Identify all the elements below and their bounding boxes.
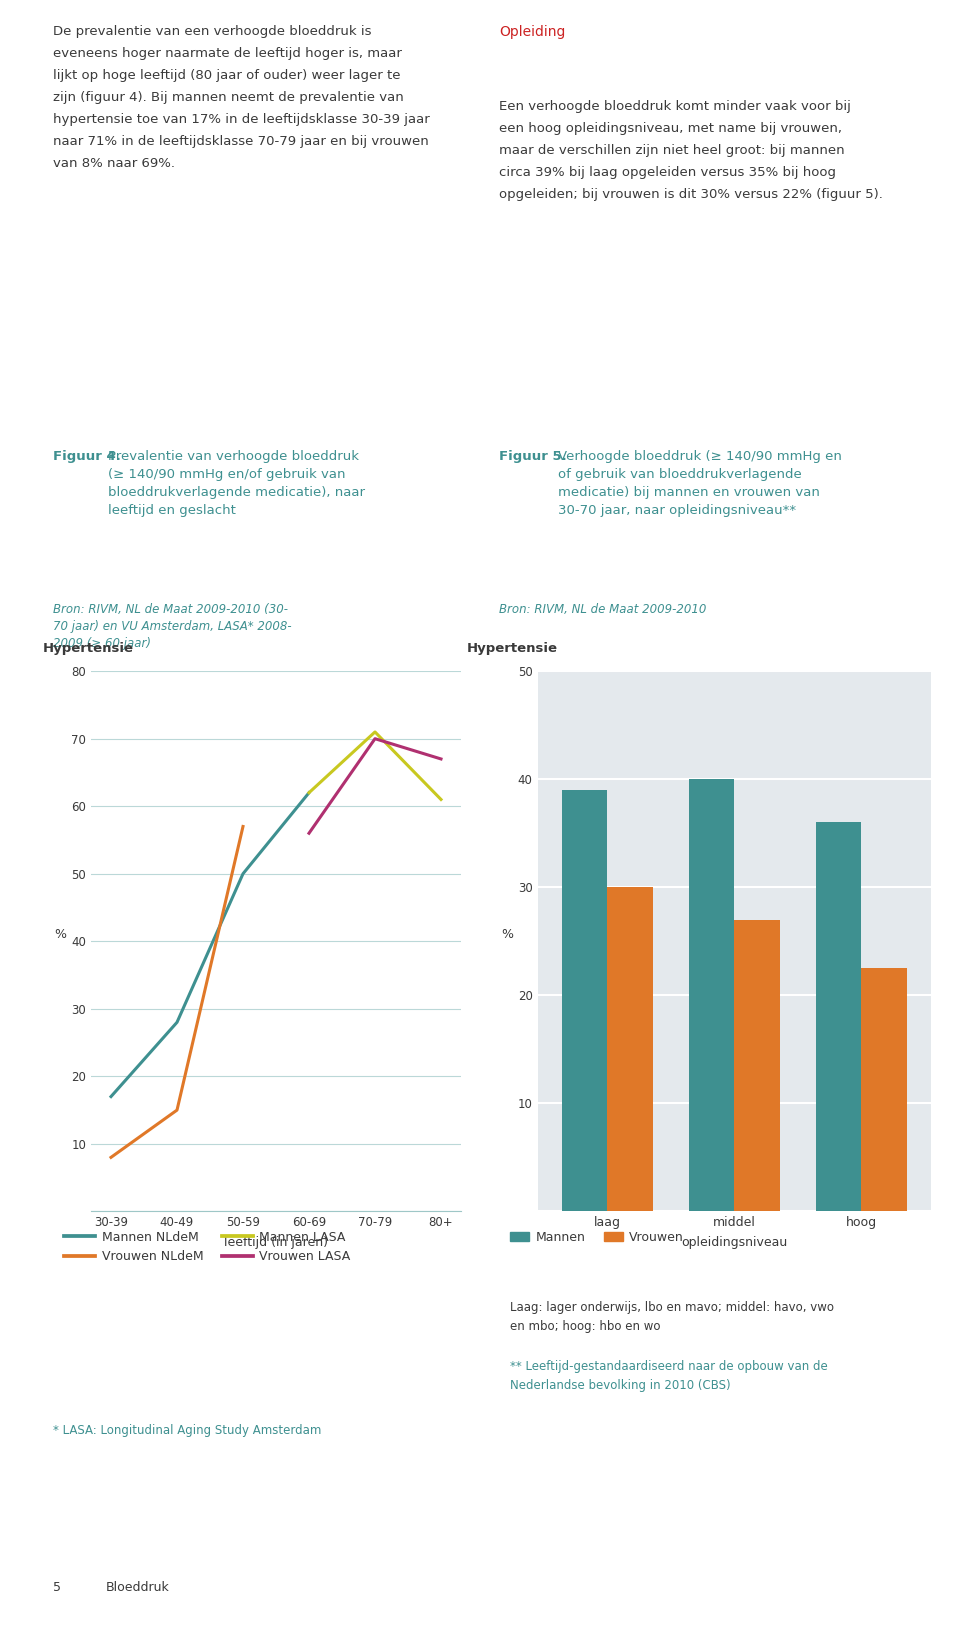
Text: De prevalentie van een verhoogde bloeddruk is
eveneens hoger naarmate de leeftij: De prevalentie van een verhoogde bloeddr… (53, 25, 429, 170)
Text: Figuur 5.: Figuur 5. (499, 450, 567, 463)
Text: Hypertensie: Hypertensie (43, 642, 134, 655)
Text: Prevalentie van verhoogde bloeddruk
(≥ 140/90 mmHg en/of gebruik van
bloeddrukve: Prevalentie van verhoogde bloeddruk (≥ 1… (108, 450, 365, 517)
Text: 5: 5 (53, 1581, 60, 1594)
Legend: Mannen NLdeM, Vrouwen NLdeM, Mannen LASA, Vrouwen LASA: Mannen NLdeM, Vrouwen NLdeM, Mannen LASA… (60, 1226, 355, 1269)
Y-axis label: %: % (501, 928, 513, 941)
Bar (608, 887, 653, 1211)
Bar (816, 822, 861, 1211)
Bar (734, 920, 780, 1211)
Text: Bron: RIVM, NL de Maat 2009-2010 (30-
70 jaar) en VU Amsterdam, LASA* 2008-
2009: Bron: RIVM, NL de Maat 2009-2010 (30- 70… (53, 604, 292, 650)
Text: Bloeddruk: Bloeddruk (106, 1581, 169, 1594)
Text: Opleiding: Opleiding (499, 25, 565, 39)
Legend: Mannen, Vrouwen: Mannen, Vrouwen (506, 1226, 689, 1249)
X-axis label: opleidingsniveau: opleidingsniveau (682, 1236, 787, 1249)
Text: Figuur 4.: Figuur 4. (53, 450, 121, 463)
Text: ** Leeftijd-gestandaardiseerd naar de opbouw van de
Nederlandse bevolking in 201: ** Leeftijd-gestandaardiseerd naar de op… (510, 1360, 828, 1391)
X-axis label: leeftijd (in jaren): leeftijd (in jaren) (224, 1236, 328, 1249)
Text: * LASA: Longitudinal Aging Study Amsterdam: * LASA: Longitudinal Aging Study Amsterd… (53, 1424, 322, 1437)
Text: Bron: RIVM, NL de Maat 2009-2010: Bron: RIVM, NL de Maat 2009-2010 (499, 604, 707, 617)
Bar (562, 791, 608, 1211)
Y-axis label: %: % (55, 928, 66, 941)
Bar (861, 969, 907, 1211)
Text: Laag: lager onderwijs, lbo en mavo; middel: havo, vwo
en mbo; hoog: hbo en wo: Laag: lager onderwijs, lbo en mavo; midd… (510, 1301, 833, 1334)
Text: Hypertensie: Hypertensie (467, 642, 558, 655)
Text: Een verhoogde bloeddruk komt minder vaak voor bij
een hoog opleidingsniveau, met: Een verhoogde bloeddruk komt minder vaak… (499, 100, 883, 201)
Text: Verhoogde bloeddruk (≥ 140/90 mmHg en
of gebruik van bloeddrukverlagende
medicat: Verhoogde bloeddruk (≥ 140/90 mmHg en of… (558, 450, 841, 517)
Bar (688, 779, 734, 1211)
